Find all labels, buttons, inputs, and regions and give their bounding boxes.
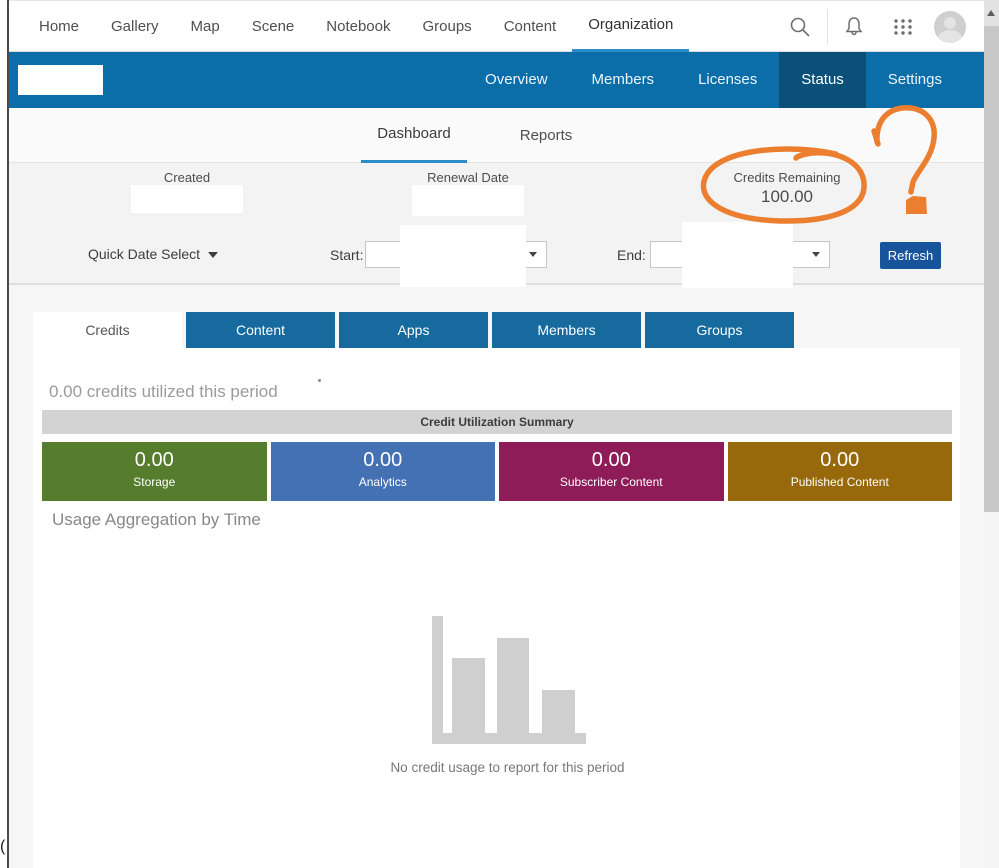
org-tab-settings[interactable]: Settings	[887, 71, 942, 88]
nav-item-content[interactable]: Content	[503, 17, 557, 35]
credits-utilized-text: 0.00 credits utilized this period	[49, 382, 278, 401]
redacted-end-date	[682, 222, 793, 288]
scrollbar-thumb[interactable]	[984, 26, 999, 512]
redacted-created-date	[131, 185, 243, 213]
org-tab-members[interactable]: Members	[591, 71, 655, 88]
scrollbar	[984, 0, 999, 868]
tab-members[interactable]: Members	[492, 312, 641, 348]
empty-bar-chart-icon	[432, 616, 586, 744]
org-tab-overview[interactable]: Overview	[485, 71, 548, 88]
nav-item-organization[interactable]: Organization	[572, 1, 690, 52]
quick-date-select-dropdown[interactable]: Quick Date Select	[88, 246, 219, 262]
quick-date-select-label: Quick Date Select	[88, 246, 201, 262]
select-arrow-icon	[812, 252, 820, 257]
tab-apps[interactable]: Apps	[339, 312, 488, 348]
header-divider	[827, 9, 828, 45]
organization-bar: Overview Members Licenses Status Setting…	[9, 52, 984, 108]
tab-reports[interactable]: Reports	[519, 127, 573, 144]
summary-box-storage: 0.00 Storage	[42, 442, 267, 501]
end-label: End:	[617, 247, 646, 263]
nav-item-notebook[interactable]: Notebook	[326, 17, 391, 35]
nav-item-scene[interactable]: Scene	[251, 17, 295, 35]
published-content-label: Published Content	[790, 475, 889, 489]
renewal-date-label: Renewal Date	[427, 170, 509, 185]
org-tab-licenses[interactable]: Licenses	[698, 71, 758, 88]
tab-dashboard[interactable]: Dashboard	[361, 108, 467, 163]
credit-utilization-summary-header: Credit Utilization Summary	[42, 410, 952, 434]
window-left-border	[7, 0, 9, 868]
redacted-start-date	[400, 225, 526, 287]
credits-remaining-label: Credits Remaining	[733, 170, 841, 185]
refresh-button[interactable]: Refresh	[880, 242, 941, 269]
select-arrow-icon	[529, 252, 537, 257]
app-window: Home Gallery Map Scene Notebook Groups C…	[9, 0, 984, 868]
subscriber-content-label: Subscriber Content	[559, 475, 663, 489]
analytics-label: Analytics	[358, 475, 407, 489]
summary-boxes: 0.00 Storage 0.00 Analytics 0.00 Subscri…	[42, 442, 952, 501]
tab-credits[interactable]: Credits	[33, 312, 182, 348]
created-label: Created	[163, 170, 211, 185]
analytics-value: 0.00	[363, 449, 403, 471]
organization-tabs: Overview Members Licenses Status Setting…	[463, 52, 964, 108]
avatar-head	[944, 17, 956, 29]
user-avatar[interactable]	[934, 11, 966, 43]
avatar-body	[938, 30, 962, 43]
start-label: Start:	[330, 247, 364, 263]
storage-label: Storage	[133, 475, 176, 489]
clipped-text-artifact: (	[0, 838, 6, 855]
redacted-renewal-date	[412, 185, 524, 216]
app-launcher-grid-icon[interactable]	[891, 15, 915, 39]
stray-mark	[318, 379, 321, 382]
scrollbar-up-button[interactable]	[984, 0, 999, 26]
summary-box-published-content: 0.00 Published Content	[727, 442, 952, 501]
tab-content[interactable]: Content	[186, 312, 335, 348]
org-info-row: Created Renewal Date Credits Remaining 1…	[9, 163, 984, 228]
no-usage-message: No credit usage to report for this perio…	[390, 760, 625, 775]
top-navigation-bar: Home Gallery Map Scene Notebook Groups C…	[9, 0, 984, 52]
redacted-org-name	[18, 65, 103, 95]
tab-groups[interactable]: Groups	[645, 312, 794, 348]
credits-remaining-value: 100.00	[761, 187, 813, 206]
usage-aggregation-title: Usage Aggregation by Time	[52, 510, 261, 529]
storage-value: 0.00	[134, 449, 174, 471]
nav-item-gallery[interactable]: Gallery	[111, 17, 159, 35]
published-content-value: 0.00	[820, 449, 860, 471]
up-arrow-icon	[987, 10, 995, 16]
credits-panel: 0.00 credits utilized this period Credit…	[33, 348, 960, 868]
search-icon[interactable]	[788, 15, 812, 39]
nav-item-groups[interactable]: Groups	[422, 17, 472, 35]
nav-item-home[interactable]: Home	[39, 17, 80, 35]
org-tab-status[interactable]: Status	[779, 52, 866, 108]
subscriber-content-value: 0.00	[591, 449, 631, 471]
summary-box-subscriber-content: 0.00 Subscriber Content	[499, 442, 724, 501]
bell-icon[interactable]	[842, 15, 866, 39]
top-nav-items: Home Gallery Map Scene Notebook Groups C…	[9, 1, 984, 52]
date-filter-row: Quick Date Select Start: End: Refresh	[9, 222, 984, 288]
nav-item-map[interactable]: Map	[190, 17, 220, 35]
caret-down-icon	[208, 252, 219, 259]
summary-box-analytics: 0.00 Analytics	[270, 442, 495, 501]
status-subtabs-row: Dashboard Reports	[9, 108, 984, 163]
